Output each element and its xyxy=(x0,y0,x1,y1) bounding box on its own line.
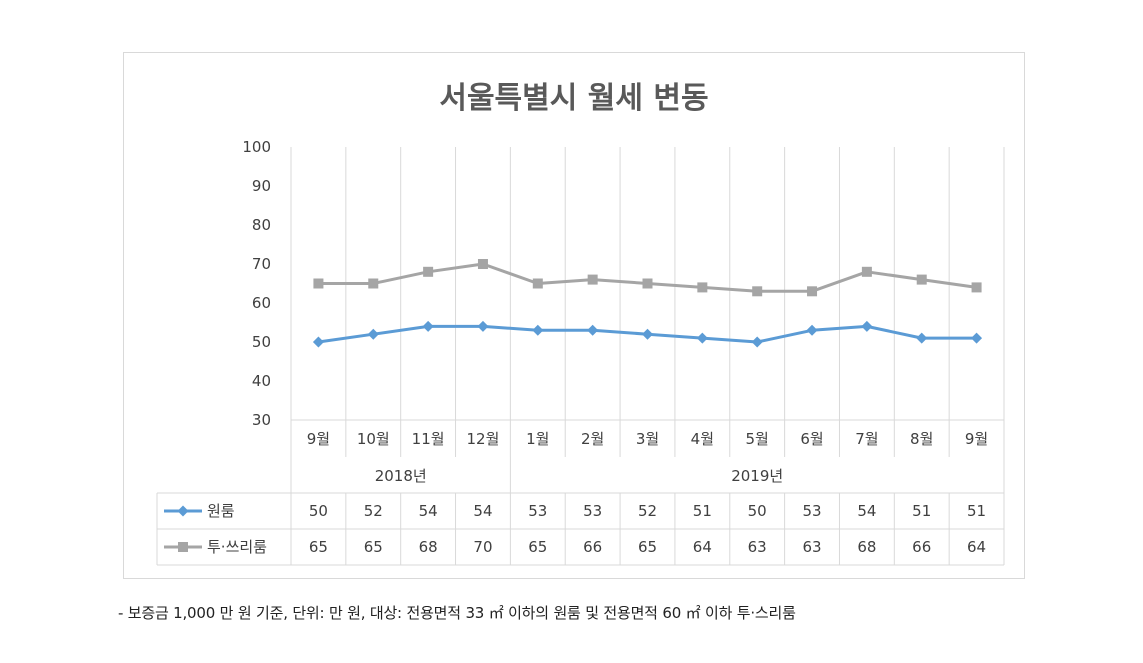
data-point xyxy=(313,278,324,289)
table-cell-value: 64 xyxy=(967,538,986,556)
chart-area: 서울특별시 월세 변동 30 40 50 60 70 80 90 100 9월 10월 11월 12… xyxy=(123,52,1025,579)
data-point xyxy=(477,320,489,332)
table-cell-value: 54 xyxy=(419,502,438,520)
data-point xyxy=(752,286,763,297)
table-cell-value: 50 xyxy=(309,502,328,520)
data-point xyxy=(587,324,599,336)
legend-label: 투·쓰리룸 xyxy=(207,538,267,556)
x-tick-label: 2월 xyxy=(581,430,604,448)
table-cell-value: 68 xyxy=(857,538,876,556)
x-tick-label: 9월 xyxy=(965,430,988,448)
data-point xyxy=(807,286,818,297)
table-cell-value: 68 xyxy=(419,538,438,556)
table-cell-value: 53 xyxy=(802,502,821,520)
y-tick-label: 40 xyxy=(252,372,271,390)
data-table: 9월 10월 11월 12월 1월 2월 3월 4월 5월 6월 7월 8월 9월 2018년 2019년원… xyxy=(156,430,1005,566)
x-tick-label: 10월 xyxy=(357,430,390,448)
table-cell-value: 65 xyxy=(364,538,383,556)
data-point xyxy=(367,328,379,340)
table-cell-value: 53 xyxy=(583,502,602,520)
year-group-label: 2019년 xyxy=(731,467,783,485)
table-cell-value: 65 xyxy=(528,538,547,556)
x-tick-label: 12월 xyxy=(467,430,500,448)
table-cell-value: 66 xyxy=(583,538,602,556)
data-point xyxy=(697,282,708,293)
y-axis-ticks: 30 40 50 60 70 80 90 100 xyxy=(242,138,271,429)
y-tick-label: 30 xyxy=(252,411,271,429)
x-tick-label: 9월 xyxy=(307,430,330,448)
x-tick-label: 11월 xyxy=(412,430,445,448)
data-point xyxy=(532,324,544,336)
year-group-label: 2018년 xyxy=(375,467,427,485)
y-tick-label: 70 xyxy=(252,255,271,273)
table-cell-value: 70 xyxy=(473,538,492,556)
data-point xyxy=(696,332,708,344)
data-point xyxy=(916,332,928,344)
data-point xyxy=(422,320,434,332)
x-tick-label: 4월 xyxy=(691,430,714,448)
data-point xyxy=(423,266,434,277)
series-2 xyxy=(313,259,982,297)
table-cell-value: 52 xyxy=(364,502,383,520)
table-cell-value: 66 xyxy=(912,538,931,556)
table-cell-value: 54 xyxy=(473,502,492,520)
x-tick-label: 6월 xyxy=(800,430,823,448)
table-cell-value: 54 xyxy=(857,502,876,520)
data-point xyxy=(971,282,982,293)
table-cell-value: 50 xyxy=(748,502,767,520)
data-point xyxy=(587,274,598,285)
table-cell-value: 52 xyxy=(638,502,657,520)
legend-label: 원룸 xyxy=(207,502,235,520)
data-point xyxy=(751,336,763,348)
x-tick-label: 3월 xyxy=(636,430,659,448)
series-lines xyxy=(312,259,983,348)
data-point xyxy=(642,328,653,340)
data-point xyxy=(971,332,983,344)
table-cell-value: 63 xyxy=(748,538,767,556)
data-point xyxy=(861,320,873,332)
line-chart: 서울특별시 월세 변동 30 40 50 60 70 80 90 100 9월 10월 11월 12… xyxy=(156,81,1005,566)
table-cell-value: 51 xyxy=(912,502,931,520)
table-cell-value: 53 xyxy=(528,502,547,520)
table-cell-value: 64 xyxy=(693,538,712,556)
data-point xyxy=(532,278,543,289)
table-cell-value: 63 xyxy=(802,538,821,556)
table-cell-value: 51 xyxy=(693,502,712,520)
y-tick-label: 60 xyxy=(252,294,271,312)
table-cell-value: 65 xyxy=(638,538,657,556)
x-tick-label: 5월 xyxy=(746,430,769,448)
y-tick-label: 90 xyxy=(252,177,271,195)
data-point xyxy=(177,505,189,517)
data-point xyxy=(916,274,927,285)
series-1 xyxy=(312,320,983,348)
x-tick-label: 1월 xyxy=(526,430,549,448)
y-tick-label: 100 xyxy=(242,138,271,156)
footnote: - 보증금 1,000 만 원 기준, 단위: 만 원, 대상: 전용면적 33… xyxy=(118,604,796,622)
chart-title: 서울특별시 월세 변동 xyxy=(439,81,708,116)
x-tick-label: 8월 xyxy=(910,430,933,448)
data-point xyxy=(312,336,324,348)
y-tick-label: 50 xyxy=(252,333,271,351)
table-cell-value: 51 xyxy=(967,502,986,520)
data-point xyxy=(178,542,188,552)
data-point xyxy=(642,278,653,289)
table-cell-value: 65 xyxy=(309,538,328,556)
data-point xyxy=(806,324,818,336)
data-point xyxy=(368,278,379,289)
data-point xyxy=(477,259,488,269)
x-tick-label: 7월 xyxy=(855,430,878,448)
grid xyxy=(290,147,1005,457)
data-point xyxy=(861,266,872,277)
y-tick-label: 80 xyxy=(252,216,271,234)
